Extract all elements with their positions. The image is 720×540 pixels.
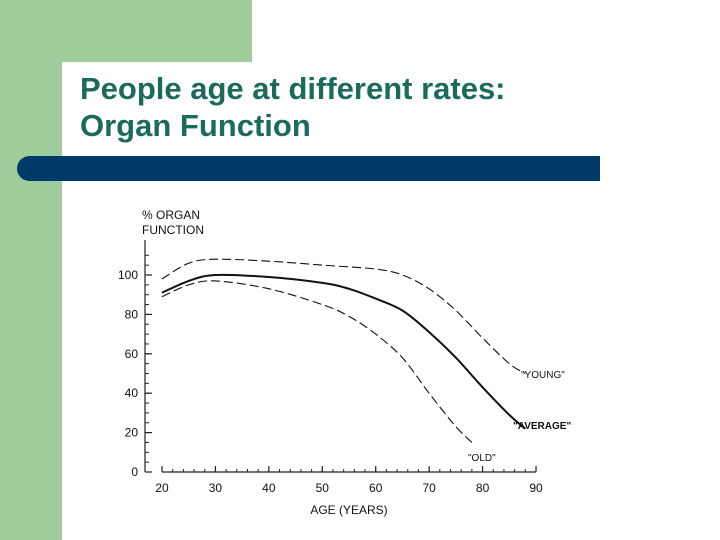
- y-tick-label: 80: [125, 307, 139, 321]
- x-tick-label: 30: [209, 481, 223, 495]
- top-accent-block: [0, 0, 252, 62]
- series-line-1: [161, 273, 526, 430]
- x-tick-label: 60: [369, 481, 383, 495]
- x-tick-label: 50: [316, 481, 330, 495]
- chart-series: "YOUNG" "AVERAGE" "OLD": [161, 258, 571, 464]
- x-tick-label: 90: [529, 481, 543, 495]
- chart-axes: 0 20 40 60 80 100 20 30 40 50 60 70 80 90: [118, 240, 543, 495]
- slide-content-area: [62, 62, 720, 540]
- y-tick-label: 100: [118, 268, 138, 282]
- series-label-0: "YOUNG": [521, 370, 565, 381]
- series-label-2: "OLD": [468, 453, 496, 464]
- y-tick-label: 20: [125, 426, 139, 440]
- organ-function-chart: % ORGAN FUNCTION AGE (YEARS) 0 20 40 60 80 10…: [118, 208, 571, 517]
- x-tick-label: 40: [262, 481, 276, 495]
- left-accent-band: [0, 0, 62, 540]
- title-underline-bar: [17, 156, 600, 181]
- x-axis-label: AGE (YEARS): [310, 503, 387, 517]
- slide-title: People age at different rates: Organ Fun…: [80, 70, 680, 144]
- y-tick-label: 60: [125, 347, 139, 361]
- slide-title-line-2: Organ Function: [80, 108, 311, 143]
- y-tick-label: 0: [131, 465, 138, 479]
- y-axis-label-line-2: FUNCTION: [142, 223, 204, 237]
- y-axis-label-line-1: % ORGAN: [142, 208, 200, 222]
- slide-title-line-1: People age at different rates:: [80, 71, 506, 106]
- series-line-0: [161, 258, 526, 374]
- x-tick-label: 70: [422, 481, 436, 495]
- x-tick-label: 20: [155, 481, 169, 495]
- x-tick-label: 80: [476, 481, 490, 495]
- y-tick-label: 40: [125, 386, 139, 400]
- series-label-1: "AVERAGE": [513, 421, 571, 432]
- series-line-2: [161, 280, 473, 443]
